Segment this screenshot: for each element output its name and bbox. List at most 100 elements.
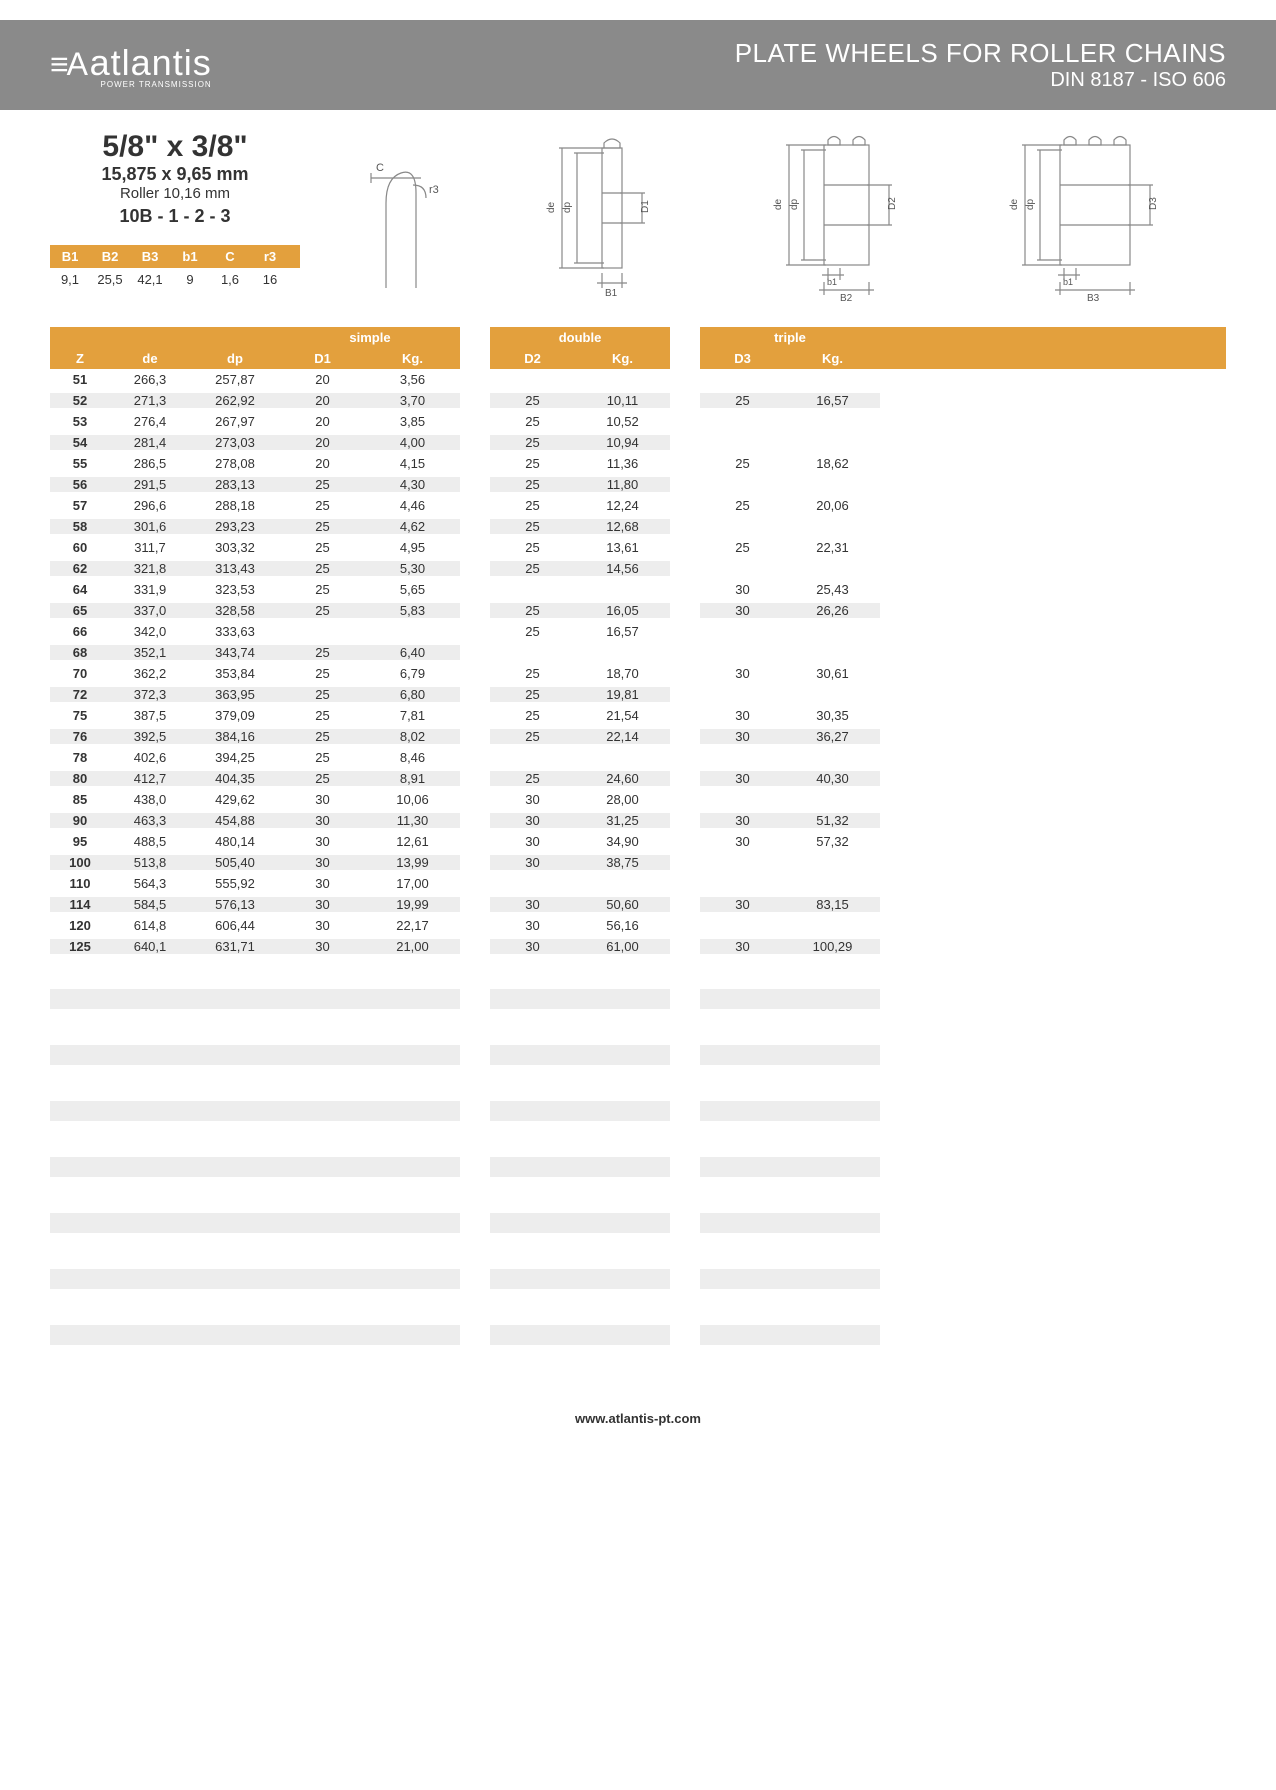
table-cell: 362,2 [110, 666, 190, 681]
table-cell: 8,46 [365, 750, 460, 765]
col-dp: dp [190, 348, 280, 369]
table-cell: 25 [700, 540, 785, 555]
table-cell: 12,61 [365, 834, 460, 849]
table-cell: 392,5 [110, 729, 190, 744]
table-row: 75387,5379,09257,812521,543030,35 [50, 705, 1226, 726]
table-cell: 342,0 [110, 624, 190, 639]
col-d3: D3 [700, 348, 785, 369]
diagram-simple-wheel: de dp D1 B1 [532, 133, 692, 303]
table-cell: 62 [50, 561, 110, 576]
label-d3: D3 [1148, 197, 1159, 210]
table-cell: 11,36 [575, 456, 670, 471]
table-cell: 352,1 [110, 645, 190, 660]
table-cell: 24,60 [575, 771, 670, 786]
table-cell: 25 [490, 666, 575, 681]
table-cell: 4,62 [365, 519, 460, 534]
technical-diagrams: C r3 [320, 130, 1226, 305]
table-cell: 76 [50, 729, 110, 744]
table-cell: 10,52 [575, 414, 670, 429]
table-cell: 78 [50, 750, 110, 765]
table-cell: 20 [280, 372, 365, 387]
label-dp3: dp [1025, 198, 1036, 210]
table-cell: 291,5 [110, 477, 190, 492]
table-cell: 30 [700, 939, 785, 954]
label-d2: D2 [887, 197, 898, 210]
table-cell: 30 [280, 813, 365, 828]
label-d1: D1 [640, 199, 651, 212]
table-cell: 30 [700, 813, 785, 828]
table-cell: 51,32 [785, 813, 880, 828]
table-cell: 14,56 [575, 561, 670, 576]
table-cell: 25 [280, 582, 365, 597]
table-empty-rows [50, 957, 1226, 1349]
table-row: 80412,7404,35258,912524,603040,30 [50, 768, 1226, 789]
table-cell: 606,44 [190, 918, 280, 933]
table-cell: 6,79 [365, 666, 460, 681]
table-cell: 480,14 [190, 834, 280, 849]
table-cell: 257,87 [190, 372, 280, 387]
table-cell: 18,70 [575, 666, 670, 681]
table-empty-row [50, 1153, 1226, 1181]
table-empty-row [50, 1237, 1226, 1265]
table-cell: 25 [280, 729, 365, 744]
spec-roller: Roller 10,16 mm [50, 185, 300, 202]
table-cell: 30 [700, 834, 785, 849]
table-cell: 22,17 [365, 918, 460, 933]
b-value-cell: 25,5 [90, 268, 130, 291]
b-header-cell: b1 [170, 245, 210, 268]
table-cell: 30 [700, 897, 785, 912]
table-cell: 30 [280, 939, 365, 954]
table-cell: 25 [490, 603, 575, 618]
b-header-cell: B1 [50, 245, 90, 268]
table-cell: 331,9 [110, 582, 190, 597]
table-row: 54281,4273,03204,002510,94 [50, 432, 1226, 453]
table-cell: 25 [280, 603, 365, 618]
table-cell: 65 [50, 603, 110, 618]
label-b1l3: b1 [1063, 277, 1073, 287]
table-cell: 30 [280, 834, 365, 849]
table-row: 95488,5480,143012,613034,903057,32 [50, 831, 1226, 852]
table-cell: 120 [50, 918, 110, 933]
table-cell: 25,43 [785, 582, 880, 597]
table-cell: 576,13 [190, 897, 280, 912]
table-cell: 20 [280, 456, 365, 471]
table-row: 65337,0328,58255,832516,053026,26 [50, 600, 1226, 621]
table-cell: 25 [280, 645, 365, 660]
table-cell: 30 [490, 918, 575, 933]
table-cell: 28,00 [575, 792, 670, 807]
table-cell: 55 [50, 456, 110, 471]
table-cell: 25 [700, 456, 785, 471]
table-cell: 25 [280, 477, 365, 492]
table-cell: 25 [490, 708, 575, 723]
table-cell: 4,30 [365, 477, 460, 492]
table-cell: 31,25 [575, 813, 670, 828]
table-empty-row [50, 1181, 1226, 1209]
table-cell: 488,5 [110, 834, 190, 849]
diagram-tooth-profile: C r3 [351, 143, 461, 293]
table-cell: 125 [50, 939, 110, 954]
label-c: C [376, 162, 384, 174]
table-cell: 30 [700, 582, 785, 597]
label-b3: B3 [1087, 293, 1100, 304]
table-cell: 20 [280, 435, 365, 450]
table-cell: 72 [50, 687, 110, 702]
table-cell: 25 [490, 771, 575, 786]
table-cell: 30 [700, 771, 785, 786]
title-line1: PLATE WHEELS FOR ROLLER CHAINS [735, 38, 1226, 69]
table-cell: 25 [280, 771, 365, 786]
label-b2: B2 [840, 293, 853, 304]
table-cell: 10,06 [365, 792, 460, 807]
table-row: 64331,9323,53255,653025,43 [50, 579, 1226, 600]
table-empty-row [50, 1069, 1226, 1097]
table-cell: 25 [700, 498, 785, 513]
table-cell: 11,80 [575, 477, 670, 492]
table-cell: 114 [50, 897, 110, 912]
table-cell: 53 [50, 414, 110, 429]
table-row: 66342,0333,632516,57 [50, 621, 1226, 642]
table-cell: 293,23 [190, 519, 280, 534]
table-row: 57296,6288,18254,462512,242520,06 [50, 495, 1226, 516]
table-row: 100513,8505,403013,993038,75 [50, 852, 1226, 873]
table-cell: 25 [280, 708, 365, 723]
table-row: 110564,3555,923017,00 [50, 873, 1226, 894]
table-cell: 278,08 [190, 456, 280, 471]
